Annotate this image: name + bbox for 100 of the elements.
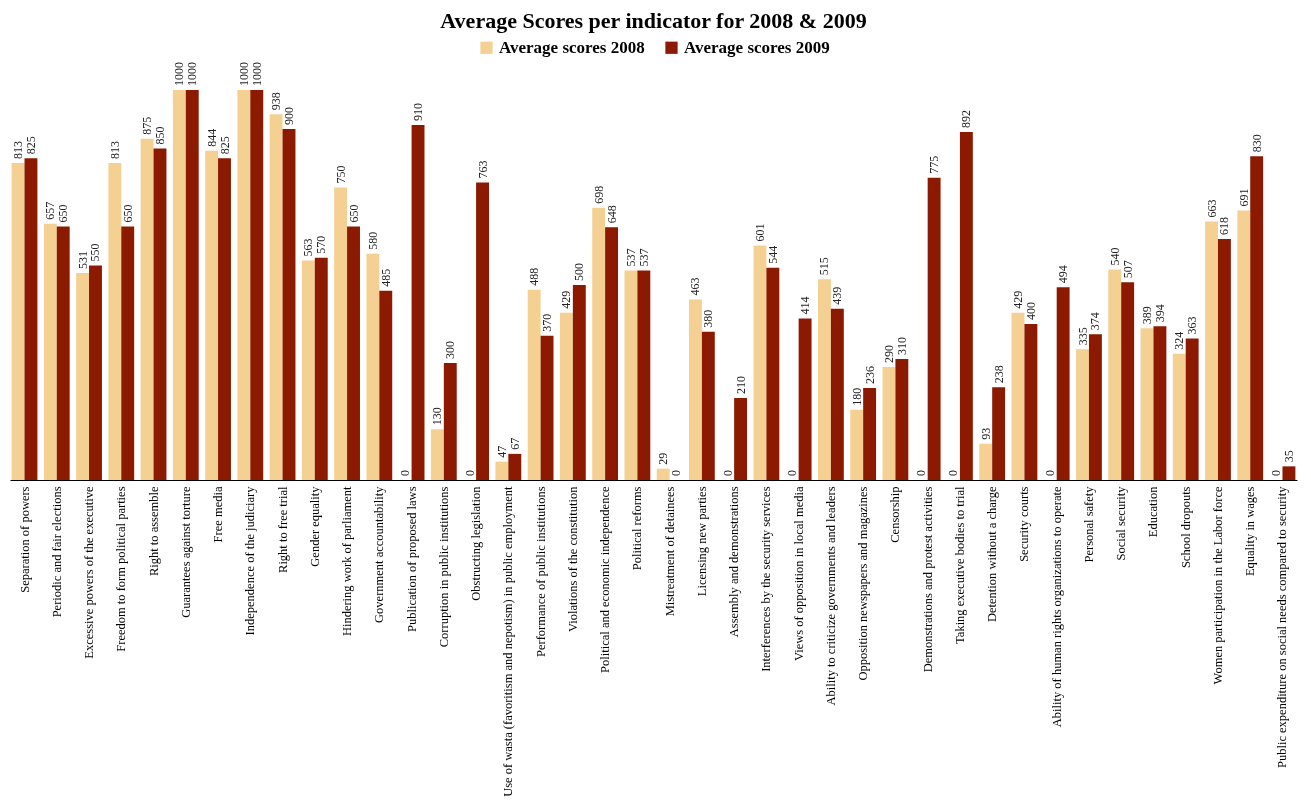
data-label: 236 (862, 365, 877, 384)
data-label: 0 (1043, 470, 1058, 476)
bar (1056, 287, 1070, 480)
data-label: 488 (527, 267, 542, 286)
bar (443, 363, 457, 480)
legend-label: Average scores 2008 (499, 37, 645, 57)
bar (379, 290, 393, 480)
data-label: 1000 (236, 62, 251, 86)
x-tick-label: Separation of powers (17, 486, 32, 593)
bar (476, 182, 489, 480)
data-label: 290 (881, 344, 896, 363)
x-tick-label: Freedom to form political parties (114, 486, 129, 652)
data-label: 324 (1172, 331, 1187, 350)
bar (43, 223, 57, 480)
data-label: 47 (494, 445, 509, 458)
data-label: 515 (817, 257, 832, 276)
data-label: 531 (75, 250, 90, 269)
data-label: 563 (301, 238, 316, 257)
bar (1153, 326, 1167, 480)
x-tick-label: Licensing new parties (694, 486, 709, 597)
data-label: 648 (604, 205, 619, 224)
bar (121, 226, 135, 480)
x-tick-label: Gender equality (307, 485, 322, 567)
bar (559, 312, 573, 480)
bar (1076, 349, 1089, 480)
x-tick-label: Detention without a charge (985, 486, 1000, 622)
x-tick-label: Independence of the judiciary (243, 485, 258, 636)
data-label: 844 (204, 128, 219, 147)
data-label: 485 (378, 268, 393, 287)
data-label: 544 (765, 245, 780, 264)
x-tick-label: Corruption in public institutions (436, 486, 451, 648)
x-tick-label: Violations of the constitution (565, 485, 580, 632)
bar (1140, 328, 1154, 480)
bar (688, 299, 702, 480)
x-tick-label: Hindering work of parliament (340, 485, 355, 637)
bar (753, 245, 767, 480)
x-tick-label: Mistreatment of detainees (662, 486, 677, 617)
data-label: 463 (688, 277, 703, 296)
data-label: 910 (411, 103, 426, 122)
data-label: 892 (959, 110, 974, 129)
data-label: 550 (88, 243, 103, 262)
x-tick-label: Political reforms (630, 486, 645, 571)
data-label: 537 (636, 248, 651, 267)
data-label: 813 (11, 140, 26, 159)
x-tick-label: Political and economic independence (598, 486, 613, 673)
bar (1205, 221, 1218, 480)
data-label: 750 (333, 165, 348, 184)
bar (882, 366, 896, 480)
x-tick-label: Guarantees against torture (178, 486, 193, 618)
data-label: 657 (43, 201, 58, 220)
bar (334, 187, 348, 480)
data-label: 691 (1236, 188, 1251, 207)
data-label: 363 (1185, 316, 1200, 335)
bar (1088, 334, 1102, 480)
x-tick-label: Performance of public institutions (533, 486, 548, 657)
data-label: 0 (785, 470, 800, 476)
data-label: 0 (720, 470, 735, 476)
data-label: 29 (656, 452, 671, 465)
data-label: 507 (1120, 260, 1135, 279)
x-tick-label: Censorship (888, 486, 903, 543)
bar (314, 257, 328, 480)
data-label: 938 (269, 92, 284, 111)
data-label: 429 (559, 290, 574, 309)
data-label: 500 (572, 263, 587, 281)
bar (205, 150, 219, 480)
x-tick-label: Taking executive bodies to trial (952, 485, 967, 644)
data-label: 813 (107, 140, 122, 159)
bar (624, 270, 638, 480)
bar (701, 331, 715, 480)
x-tick-label: Ability to criticize governments and leaders (823, 486, 838, 706)
data-label: 698 (591, 185, 606, 204)
bar (301, 260, 315, 480)
data-label: 650 (120, 204, 135, 223)
data-label: 400 (1023, 302, 1038, 320)
data-label: 0 (669, 470, 684, 476)
data-label: 825 (23, 136, 38, 155)
data-label: 93 (978, 427, 993, 440)
bar (89, 265, 102, 480)
x-tick-label: School dropouts (1178, 486, 1193, 569)
bar (508, 453, 522, 480)
x-tick-label: Free media (211, 486, 226, 543)
data-label: 537 (623, 248, 638, 267)
bar (282, 129, 296, 480)
data-label: 825 (217, 136, 232, 155)
bar (411, 125, 425, 480)
legend-label: Average scores 2009 (684, 37, 830, 57)
data-label: 130 (430, 407, 445, 426)
chart-title: Average Scores per indicator for 2008 & 2009 (440, 8, 867, 33)
bar (527, 289, 541, 480)
data-label: 370 (540, 313, 555, 332)
data-label: 180 (849, 387, 864, 406)
data-label: 1000 (185, 62, 200, 86)
bar (656, 468, 670, 480)
bar (430, 429, 444, 480)
x-tick-label: Ability of human rights organizations to operate (1049, 486, 1064, 728)
data-label: 67 (507, 437, 522, 450)
data-label: 1000 (172, 62, 187, 86)
bar (637, 270, 651, 480)
data-label: 389 (1140, 306, 1155, 325)
bar (959, 132, 973, 480)
